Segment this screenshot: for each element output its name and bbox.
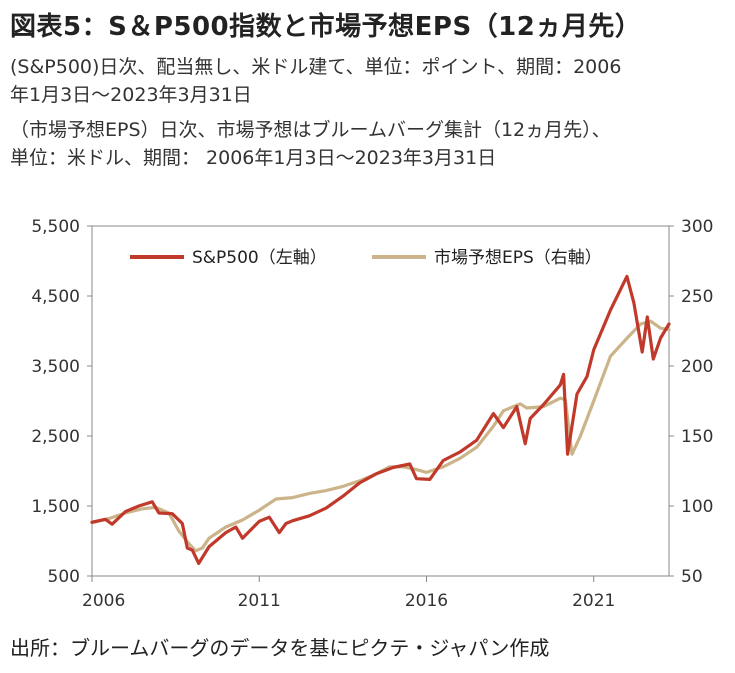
chart-note-line-1: (S&P500)日次、配当無し、米ドル建て、単位：ポイント、期間：2006 [10,56,622,78]
eps-series-line [90,319,671,553]
y-left-tick-label: 500 [48,567,80,587]
plot-frame [91,225,670,577]
legend-eps-label: 市場予想EPS（右軸） [434,248,602,268]
y-right-tick-label: 250 [681,287,713,307]
y-right-tick-label: 100 [681,497,713,517]
y-right-tick-label: 150 [681,427,713,447]
legend: S&P500（左軸） 市場予想EPS（右軸） [130,248,602,268]
sp500-series-line [90,274,671,565]
chart-note-line-3: （市場予想EPS）日次、市場予想はブルームバーグ集計（12ヵ月先）、 [10,119,611,141]
x-tick-label: 2021 [572,591,615,611]
y-left-tick-label: 2,500 [31,427,80,447]
x-tick-label: 2006 [82,591,125,611]
legend-sp500-label: S&P500（左軸） [192,248,327,268]
y-left-tick-label: 1,500 [31,497,80,517]
chart-note-line-2: 年1月3日～2023年3月31日 [10,84,252,106]
x-tick-label: 2016 [405,591,448,611]
chart-note-line-4: 単位：米ドル、期間： 2006年1月3日～2023年3月31日 [10,147,497,169]
y-left-tick-label: 3,500 [31,357,80,377]
y-left-tick-label: 4,500 [31,287,80,307]
x-tick-label: 2011 [238,591,281,611]
chart-title: 図表5：S＆P500指数と市場予想EPS（12ヵ月先） [10,12,642,42]
y-right-tick-label: 300 [681,217,713,237]
y-right-tick-label: 50 [681,567,703,587]
y-right-tick-label: 200 [681,357,713,377]
y-left-tick-label: 5,500 [31,217,80,237]
source-note: 出所：ブルームバーグのデータを基にピクテ・ジャパン作成 [10,636,550,660]
